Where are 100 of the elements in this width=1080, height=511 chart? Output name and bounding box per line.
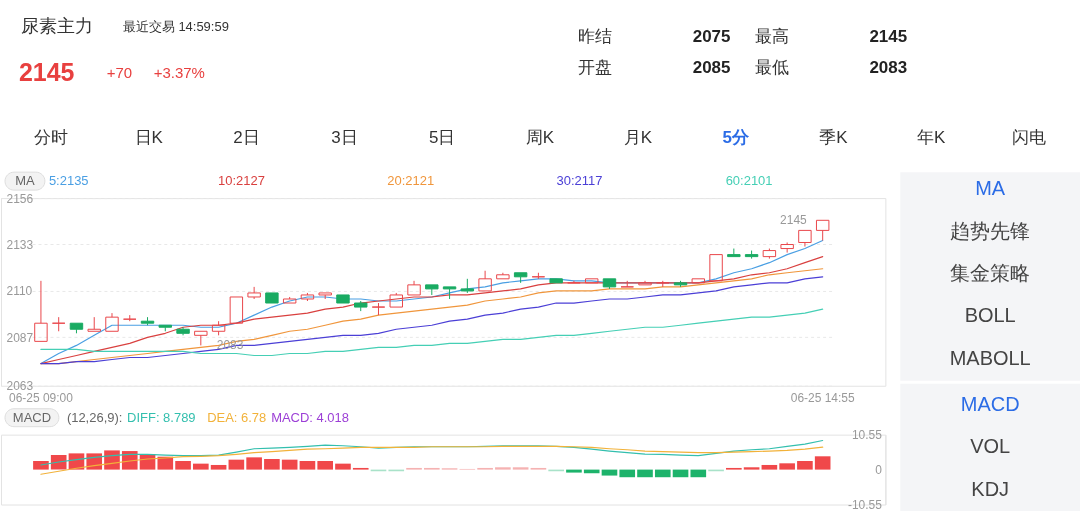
text: 周K (525, 128, 555, 148)
bar (690, 469, 707, 478)
x-tick-label: 06-25 14:55 (790, 391, 855, 406)
text: MABOLL (949, 346, 1031, 369)
text: 2085 (692, 58, 731, 78)
candlestick (34, 280, 48, 342)
text: +70 (106, 64, 133, 82)
candlestick (194, 330, 208, 346)
text: 分时 (33, 128, 68, 148)
bar (281, 459, 298, 470)
text: 2145 (18, 58, 75, 87)
text: 最高 (754, 27, 789, 47)
y-tick-label: 0 (875, 463, 883, 478)
y-tick-label: -10.55 (847, 498, 883, 511)
text: 最低 (754, 58, 789, 78)
bar (228, 459, 245, 470)
text: 趋势先锋 (950, 219, 1031, 242)
text: 尿素主力 (20, 16, 93, 37)
candlestick (496, 272, 510, 280)
text: 开盘 (577, 58, 612, 78)
bar (246, 457, 262, 470)
candlestick (478, 270, 492, 292)
bar (335, 463, 351, 470)
bar (654, 469, 671, 478)
bar (210, 464, 227, 470)
bar (601, 469, 618, 476)
candlestick (780, 242, 794, 254)
text: MACD (960, 392, 1020, 415)
text: 20:2121 (387, 173, 435, 189)
candlestick (709, 254, 723, 282)
bar (637, 469, 653, 478)
candlestick (815, 219, 830, 241)
candlestick (265, 292, 279, 304)
text: 5日 (428, 128, 456, 148)
bar (175, 460, 191, 470)
bar (779, 463, 795, 470)
candlestick (442, 286, 457, 300)
text: 月K (623, 128, 653, 148)
x-tick-label: 06-25 09:00 (8, 391, 74, 406)
bar (193, 463, 209, 470)
bar (33, 460, 49, 470)
bar (495, 467, 511, 470)
candlestick (798, 229, 812, 248)
bar (761, 464, 778, 470)
text: 30:2117 (556, 173, 603, 189)
candlestick (691, 278, 706, 284)
text: DEA: 6.78 (207, 409, 267, 425)
text: 5:2135 (48, 173, 89, 189)
candlestick (87, 316, 101, 332)
bar (157, 456, 174, 470)
candlestick (336, 294, 350, 304)
text: 日K (134, 128, 164, 148)
bar (317, 460, 334, 470)
chart-title: MACD (12, 409, 52, 425)
bar (566, 469, 582, 473)
y-tick-label: 10.55 (851, 428, 883, 443)
text: +3.37% (153, 64, 205, 82)
line-series (40, 445, 824, 475)
text: 60:2101 (725, 173, 773, 189)
line-series (40, 308, 824, 357)
candlestick (105, 312, 119, 332)
text: VOL (970, 435, 1011, 458)
bar (797, 460, 813, 470)
y-tick-label: 2156 (6, 191, 34, 206)
candlestick (567, 280, 581, 284)
y-tick-label: 2063 (6, 379, 34, 394)
candlestick (513, 272, 528, 284)
text: BOLL (964, 304, 1016, 327)
y-tick-label: 2133 (6, 238, 34, 253)
text: 3日 (331, 128, 358, 148)
candlestick (247, 286, 261, 300)
candlestick (638, 280, 652, 286)
candlestick (176, 326, 190, 336)
y-tick-label: 2087 (6, 330, 34, 345)
chart-subtitle: (12,26,9): (66, 409, 123, 425)
text: KDJ (971, 477, 1010, 500)
text: 年K (917, 128, 947, 148)
text: 5分 (722, 128, 750, 148)
text: 10:2127 (218, 173, 265, 189)
candlestick (407, 280, 421, 296)
text: 集金策略 (950, 261, 1031, 284)
bar (512, 467, 529, 470)
bar (814, 456, 831, 470)
text: MACD: 4.018 (271, 409, 350, 425)
text: MA (975, 177, 1006, 200)
text: 2075 (692, 27, 731, 47)
text: DIFF: 8.789 (127, 409, 196, 425)
candlestick (549, 278, 563, 284)
candlestick (584, 278, 599, 284)
text: 最近交易 14:59:59 (122, 19, 229, 35)
chart-title: MA (15, 173, 36, 189)
text: 闪电 (1012, 128, 1047, 148)
text: 昨结 (577, 27, 612, 47)
annotation: 2145 (780, 213, 808, 228)
bar (299, 460, 316, 470)
y-tick-label: 2110 (6, 284, 33, 299)
text: 2083 (869, 58, 908, 78)
text: 季K (819, 128, 849, 148)
bar (264, 459, 280, 470)
bar (619, 469, 636, 478)
